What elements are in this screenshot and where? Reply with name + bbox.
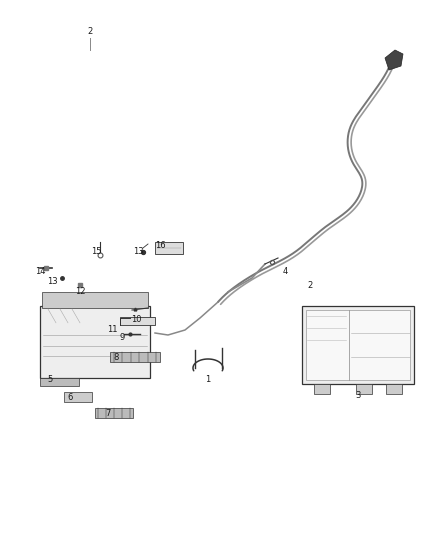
Text: 13: 13 [47,278,57,287]
Bar [120,317,155,325]
Bar [155,242,183,254]
Text: 11: 11 [107,325,117,334]
Bar [386,384,402,394]
Polygon shape [385,50,403,70]
Text: 2: 2 [307,280,313,289]
Bar [314,384,330,394]
Text: 1: 1 [205,376,211,384]
Bar [356,384,371,394]
Text: 3: 3 [355,392,360,400]
Bar [95,408,133,418]
Text: 15: 15 [91,247,101,256]
Text: 9: 9 [120,334,125,343]
Bar [110,352,160,362]
Bar [40,378,78,386]
Text: 8: 8 [113,352,119,361]
Text: 6: 6 [67,393,73,402]
Text: 2: 2 [87,28,92,36]
Text: 16: 16 [155,241,165,251]
Text: 7: 7 [105,409,111,418]
Bar [302,306,414,384]
Bar [306,310,410,380]
Bar [40,306,150,378]
Text: 5: 5 [47,376,53,384]
Text: 13: 13 [133,247,143,256]
Text: 10: 10 [131,316,141,325]
Text: 14: 14 [35,268,45,277]
Bar [42,292,148,308]
Text: 4: 4 [283,268,288,277]
Bar [64,392,92,402]
Text: 12: 12 [75,287,85,295]
